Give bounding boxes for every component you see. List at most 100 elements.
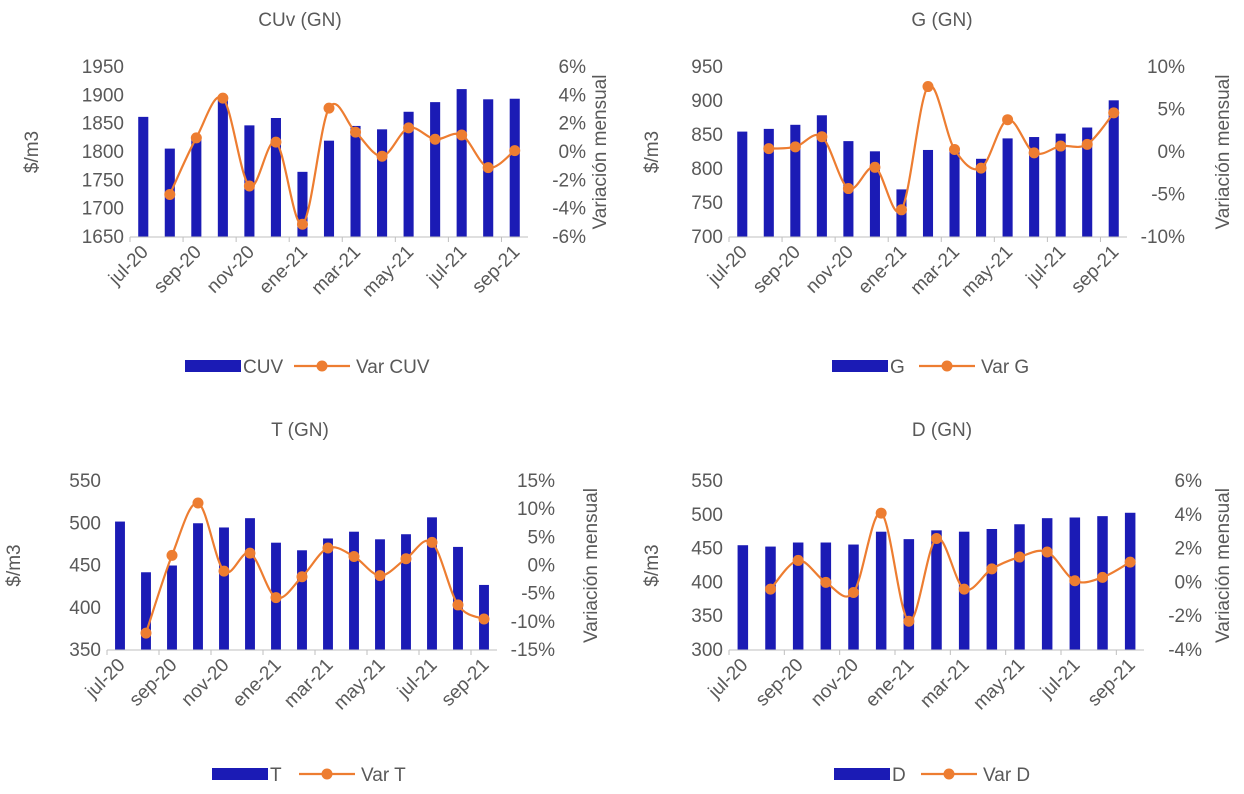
legend-line-marker [941, 360, 953, 372]
bar-d [820, 542, 832, 650]
y-tick-label: 1800 [82, 142, 124, 163]
point-var-g [1028, 147, 1040, 159]
bar-g [816, 115, 827, 237]
legend-bar-swatch [185, 360, 241, 372]
point-var-g [949, 143, 961, 155]
chart-g-svg: G (GN) jul-20sep-20nov-20ene-21mar-21may-… [642, 10, 1234, 378]
point-var-cuv [164, 189, 176, 200]
point-var-cuv [350, 126, 362, 138]
bar-t [427, 517, 437, 650]
chart-title: D (GN) [912, 420, 972, 441]
bar-t [141, 572, 151, 650]
bar-t [245, 518, 255, 650]
bar-t [401, 534, 411, 650]
point-var-cuv [217, 92, 229, 104]
bar-g [1002, 138, 1013, 237]
chart-cuv: CUv (GN) jul-20 sep-20 nov-20 ene-21 mar-21 ma… [0, 0, 622, 394]
point-var-g [842, 183, 854, 195]
point-var-d [931, 532, 942, 544]
y-tick-label: 1850 [82, 114, 124, 135]
point-var-d [903, 615, 915, 627]
y-tick-label: 1650 [82, 227, 124, 248]
bar-g [763, 128, 774, 237]
y2-tick-label: -15% [511, 640, 555, 661]
point-var-d [1069, 575, 1081, 587]
x-tick-label: nov-20 [203, 242, 259, 298]
bar-g [1029, 137, 1040, 237]
point-var-t [140, 627, 152, 639]
y2-tick-label: -10% [511, 612, 555, 633]
bar-d [903, 539, 915, 650]
point-var-d [1124, 556, 1136, 568]
y-tick-label: 850 [691, 125, 723, 146]
bar-g [1082, 127, 1093, 237]
point-var-t [192, 497, 204, 509]
chart-t: T (GN) jul-20 sep-20 nov-20 ene-21 mar-21 may-… [0, 394, 622, 789]
line-var-g [768, 84, 1115, 214]
bar-d [1097, 516, 1108, 650]
bar-g [790, 124, 801, 237]
bar-d [765, 546, 776, 650]
x-tick-label: jul-21 [423, 242, 471, 290]
point-var-cuv [509, 145, 521, 157]
point-var-t [244, 547, 256, 559]
point-var-t [452, 599, 464, 611]
chart-title: CUv (GN) [258, 10, 341, 31]
point-var-t [270, 592, 282, 604]
legend-line-label: Var G [981, 357, 1029, 378]
x-tick-label: sep-21 [1084, 655, 1140, 711]
y2-axis-title: Variación mensual [581, 488, 602, 643]
legend-line-marker [316, 360, 328, 372]
y2-tick-label: 15% [517, 471, 555, 492]
chart-d: D (GN) jul-20 sep-20 nov-20 ene-21 mar-21 may-… [622, 394, 1244, 789]
legend-bar-swatch [834, 768, 890, 780]
bar-d [875, 531, 887, 650]
y-tick-label: 800 [691, 159, 723, 180]
bar-t [167, 565, 177, 650]
point-var-d [848, 587, 859, 599]
point-var-cuv [403, 122, 415, 134]
point-var-cuv [482, 162, 494, 174]
y-tick-label: 700 [691, 227, 723, 248]
x-tick-label: sep-20 [749, 242, 805, 298]
point-var-g [1055, 140, 1067, 152]
y2-tick-label: 0% [559, 142, 587, 163]
y-tick-label: 400 [69, 598, 101, 619]
point-var-g [895, 204, 907, 216]
x-tick-label: jul-20 [703, 242, 751, 290]
point-var-t [218, 565, 230, 577]
bar-t [219, 527, 229, 650]
y-axis-title: $/m3 [642, 544, 663, 586]
bar-cuv [403, 111, 414, 237]
chart-title: G (GN) [911, 10, 972, 31]
bar-t [323, 538, 333, 650]
x-tick-label: nov-20 [802, 242, 858, 298]
bar-cuv [350, 125, 361, 237]
y2-tick-label: -5% [521, 584, 555, 605]
bar-t [297, 550, 307, 650]
bar-g [976, 158, 987, 237]
y-tick-label: 350 [69, 640, 101, 661]
y2-tick-label: 5% [528, 527, 556, 548]
bar-cuv [270, 118, 281, 237]
point-var-d [875, 507, 887, 519]
y-tick-label: 1900 [82, 85, 124, 106]
x-tick-label: sep-21 [468, 242, 524, 298]
bar-t [375, 539, 385, 650]
x-tick-label: jul-20 [104, 242, 152, 290]
legend-line-label: Var T [361, 765, 406, 786]
point-var-cuv [270, 136, 282, 148]
point-var-t [400, 553, 412, 565]
point-var-g [1081, 138, 1093, 150]
bar-cuv [430, 102, 441, 237]
bar-d [737, 545, 749, 650]
point-var-g [869, 161, 881, 173]
point-var-g [1108, 107, 1120, 119]
bar-d [1124, 512, 1136, 650]
x-tick-label: may-21 [969, 655, 1029, 715]
y-tick-label: 450 [69, 556, 101, 577]
point-var-cuv [243, 180, 255, 192]
point-var-t [348, 550, 360, 562]
x-tick-label: nov-20 [178, 655, 234, 711]
point-var-t [166, 549, 178, 561]
